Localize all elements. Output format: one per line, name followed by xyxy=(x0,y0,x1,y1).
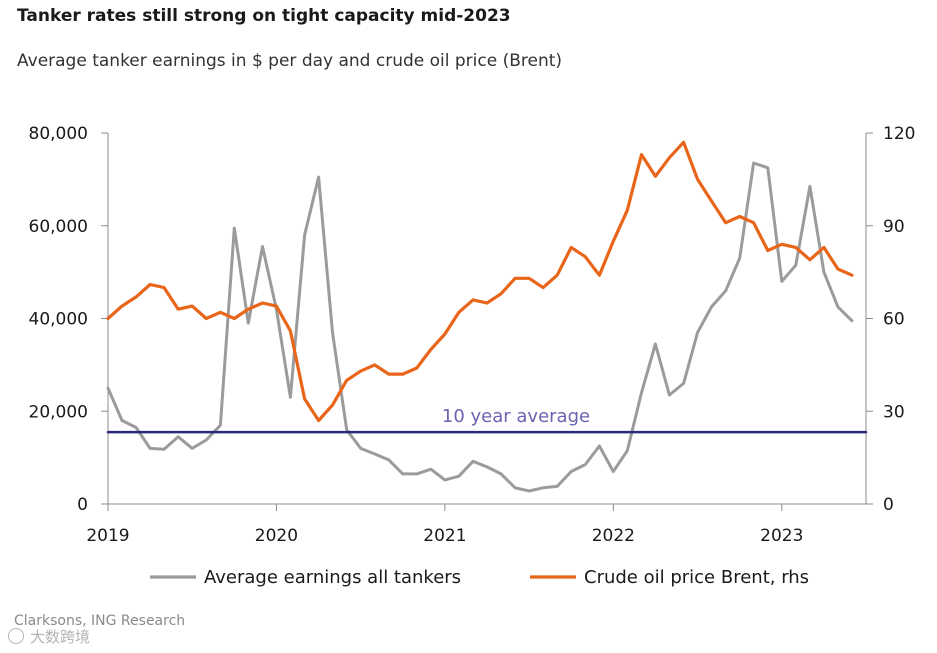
y-left-tick-label: 80,000 xyxy=(29,124,88,144)
tanker-earnings-line xyxy=(106,161,854,493)
legend-label: Average earnings all tankers xyxy=(204,567,461,588)
x-tick-label: 2023 xyxy=(760,526,803,546)
y-right-tick-label: 90 xyxy=(883,217,905,237)
axes xyxy=(101,132,873,511)
chart-title: Tanker rates still strong on tight capac… xyxy=(17,6,511,26)
series-lines xyxy=(106,140,868,493)
x-tick-label: 2021 xyxy=(423,526,466,546)
x-tick-label: 2020 xyxy=(255,526,298,546)
y-left-tick-label: 20,000 xyxy=(29,402,88,422)
x-tick-label: 2022 xyxy=(592,526,635,546)
x-tick-label: 2019 xyxy=(86,526,129,546)
chart-subtitle: Average tanker earnings in $ per day and… xyxy=(17,51,563,71)
ten-year-average-label: 10 year average xyxy=(442,406,590,427)
watermark-text: 大数跨境 xyxy=(30,628,91,646)
y-right-tick-label: 120 xyxy=(883,124,915,144)
y-right-tick-label: 0 xyxy=(883,495,894,515)
y-left-tick-label: 60,000 xyxy=(29,217,88,237)
watermark: 大数跨境 xyxy=(8,626,90,647)
y-left-tick-label: 0 xyxy=(77,495,88,515)
legend: Average earnings all tankers Crude oil pr… xyxy=(150,567,809,588)
y-right-tick-label: 30 xyxy=(883,402,905,422)
brent-price-line xyxy=(106,140,854,423)
legend-label: Crude oil price Brent, rhs xyxy=(584,567,809,588)
tick-labels: 0 20,000 40,000 60,000 80,000 0 30 60 90 120 2019 2… xyxy=(29,124,916,546)
y-left-tick-label: 40,000 xyxy=(29,310,88,330)
y-right-tick-label: 60 xyxy=(883,310,905,330)
source-note: Clarksons, ING Research xyxy=(14,613,186,629)
watermark-icon xyxy=(8,628,24,644)
annotations: 10 year average xyxy=(442,406,590,427)
